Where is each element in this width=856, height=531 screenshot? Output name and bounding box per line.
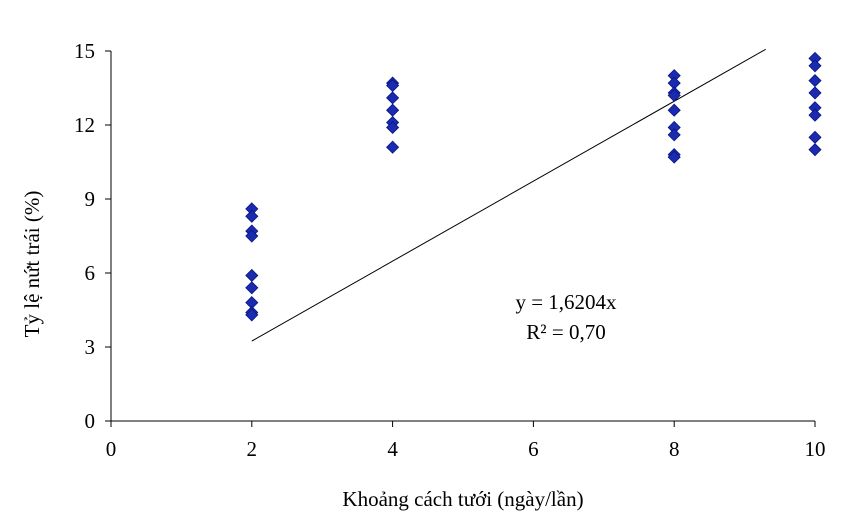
data-point bbox=[667, 103, 681, 117]
y-tick-label: 9 bbox=[85, 187, 96, 211]
trendline-equation: y = 1,6204x bbox=[515, 290, 617, 314]
data-point bbox=[386, 103, 400, 117]
data-point bbox=[386, 91, 400, 105]
x-tick-label: 4 bbox=[387, 437, 398, 461]
y-axis-title: Tỷ lệ nứt trái (%) bbox=[20, 191, 44, 338]
data-point bbox=[667, 128, 681, 142]
trendline-group bbox=[251, 48, 766, 342]
data-point bbox=[808, 74, 822, 88]
x-tick-label: 8 bbox=[669, 437, 680, 461]
data-point bbox=[808, 86, 822, 100]
x-tick-label: 6 bbox=[528, 437, 539, 461]
data-point bbox=[245, 308, 259, 322]
data-points bbox=[245, 51, 822, 322]
data-point bbox=[245, 281, 259, 295]
y-tick-label: 15 bbox=[74, 39, 95, 63]
data-point bbox=[808, 130, 822, 144]
y-tick-label: 12 bbox=[74, 113, 95, 137]
x-axis-title: Khoảng cách tưới (ngày/lần) bbox=[342, 487, 583, 511]
y-tick-label: 6 bbox=[85, 261, 96, 285]
data-point bbox=[808, 108, 822, 122]
data-point bbox=[808, 143, 822, 157]
data-point bbox=[245, 268, 259, 283]
x-tick-label: 0 bbox=[106, 437, 117, 461]
data-point bbox=[386, 140, 400, 154]
trendline bbox=[251, 48, 766, 342]
y-tick-label: 0 bbox=[85, 409, 96, 433]
data-point bbox=[245, 209, 259, 223]
data-point bbox=[386, 120, 400, 135]
x-tick-label: 10 bbox=[805, 437, 826, 461]
data-point bbox=[245, 229, 259, 243]
y-tick-label: 3 bbox=[85, 335, 96, 359]
axes bbox=[105, 50, 816, 427]
tick-labels: 0 2 4 6 8 10 0 3 6 9 12 15 bbox=[74, 39, 826, 461]
data-point bbox=[808, 59, 822, 73]
data-point bbox=[667, 150, 681, 164]
r-squared-label: R² = 0,70 bbox=[526, 320, 605, 344]
data-point bbox=[667, 88, 681, 102]
x-tick-label: 2 bbox=[247, 437, 258, 461]
